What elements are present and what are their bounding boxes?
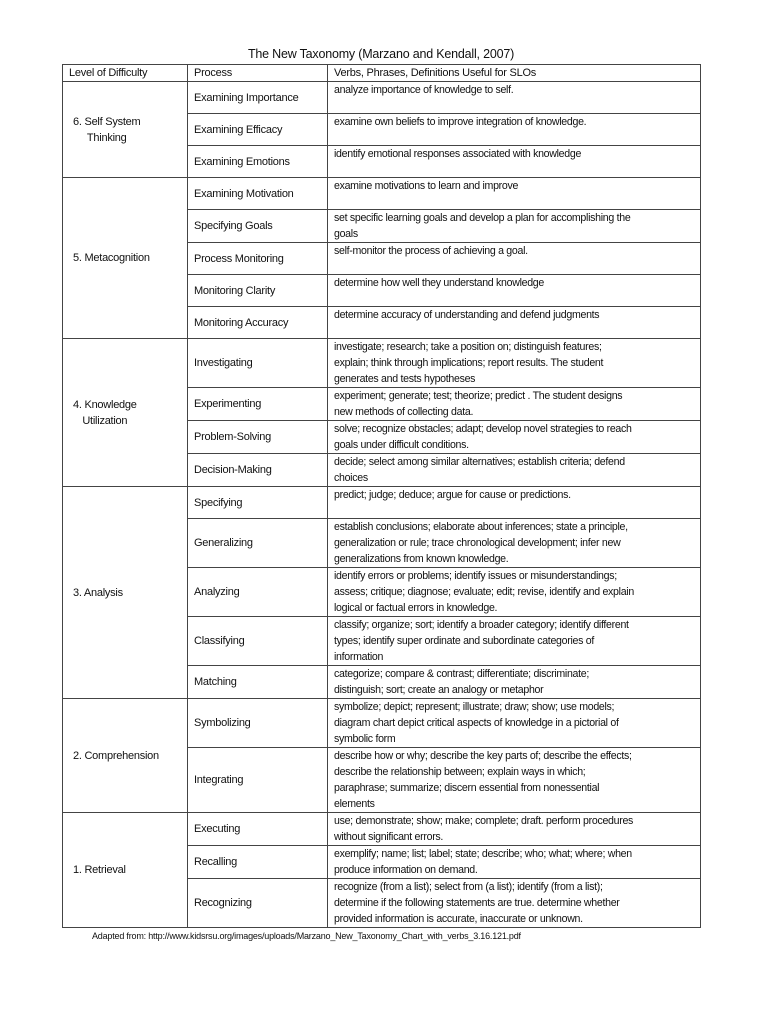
verbs-cell: analyze importance of knowledge to self. (327, 81, 701, 114)
verbs-cell: exemplify; name; list; label; state; des… (327, 845, 701, 879)
level-label: 4. Knowledge Utilization (73, 398, 137, 427)
table-row: Monitoring Clarity determine how well the… (63, 274, 701, 307)
verbs-cell: examine own beliefs to improve integrati… (327, 113, 701, 146)
verbs-cell: set specific learning goals and develop … (327, 209, 701, 243)
verbs-cell: symbolize; depict; represent; illustrate… (327, 698, 701, 748)
table-row: Examining Efficacy examine own beliefs to… (63, 113, 701, 146)
level-cell: 2. Comprehension (62, 698, 188, 813)
verbs-cell: categorize; compare & contrast; differen… (327, 665, 701, 699)
level-label: 2. Comprehension (73, 749, 159, 762)
verbs-cell: self-monitor the process of achieving a … (327, 242, 701, 275)
process-cell: Investigating (187, 338, 328, 388)
process-cell: Analyzing (187, 567, 328, 617)
verbs-cell: predict; judge; deduce; argue for cause … (327, 486, 701, 519)
process-cell: Examining Motivation (187, 177, 328, 210)
process-cell: Monitoring Accuracy (187, 306, 328, 339)
process-cell: Executing (187, 812, 328, 846)
table-row: Recognizing recognize (from a list); sele… (63, 878, 701, 928)
process-cell: Integrating (187, 747, 328, 813)
level-label: 6. Self System Thinking (73, 115, 141, 144)
table-row: Recalling exemplify; name; list; label; s… (63, 845, 701, 879)
process-cell: Specifying (187, 486, 328, 519)
table-row: 2. Comprehension Symbolizing symbolize; de… (62, 698, 701, 813)
process-cell: Matching (187, 665, 328, 699)
verbs-cell: recognize (from a list); select from (a … (327, 878, 701, 928)
table-row: 1. Retrieval Executing use; demonstrate; s… (62, 812, 701, 928)
header-process: Process (187, 64, 328, 82)
header-level: Level of Difficulty (62, 64, 188, 82)
table-row: Specifying Goals set specific learning go… (63, 209, 701, 243)
table-row: 3. Analysis Specifying predict; judge; ded… (62, 486, 701, 699)
level-cell: 6. Self System Thinking (62, 81, 188, 178)
process-cell: Specifying Goals (187, 209, 328, 243)
table-row: Matching categorize; compare & contrast; … (63, 665, 701, 699)
verbs-cell: determine how well they understand knowl… (327, 274, 701, 307)
table-row: Analyzing identify errors or problems; id… (63, 567, 701, 617)
level-cell: 5. Metacognition (62, 177, 188, 339)
table-row: Classifying classify; organize; sort; ide… (63, 616, 701, 666)
table-row: Problem-Solving solve; recognize obstacle… (63, 420, 701, 454)
table-row: Experimenting experiment; generate; test;… (63, 387, 701, 421)
process-cell: Experimenting (187, 387, 328, 421)
table-row: 6. Self System Thinking Examining Importa… (62, 81, 701, 178)
verbs-cell: identify errors or problems; identify is… (327, 567, 701, 617)
process-cell: Symbolizing (187, 698, 328, 748)
verbs-cell: solve; recognize obstacles; adapt; devel… (327, 420, 701, 454)
process-cell: Examining Importance (187, 81, 328, 114)
process-cell: Recalling (187, 845, 328, 879)
verbs-cell: classify; organize; sort; identify a bro… (327, 616, 701, 666)
verbs-cell: investigate; research; take a position o… (327, 338, 701, 388)
table-row: Monitoring Accuracy determine accuracy of… (63, 306, 701, 339)
level-label: 5. Metacognition (73, 252, 150, 264)
process-cell: Generalizing (187, 518, 328, 568)
process-cell: Monitoring Clarity (187, 274, 328, 307)
table-row: 4. Knowledge Utilization Investigating inv… (62, 338, 701, 487)
level-cell: 4. Knowledge Utilization (62, 338, 188, 487)
level-cell: 1. Retrieval (62, 812, 188, 928)
table-row: Integrating describe how or why; describe… (63, 747, 701, 813)
page-title: The New Taxonomy (Marzano and Kendall, 2… (247, 47, 515, 61)
process-cell: Problem-Solving (187, 420, 328, 454)
table-row: Process Monitoring self-monitor the proce… (63, 242, 701, 275)
process-cell: Examining Efficacy (187, 113, 328, 146)
verbs-cell: determine accuracy of understanding and … (327, 306, 701, 339)
verbs-cell: use; demonstrate; show; make; complete; … (327, 812, 701, 846)
verbs-cell: describe how or why; describe the key pa… (327, 747, 701, 813)
level-cell: 3. Analysis (62, 486, 188, 699)
header-verbs: Verbs, Phrases, Definitions Useful for S… (327, 64, 701, 82)
source-note: Adapted from: http://www.kidsrsu.org/ima… (92, 931, 521, 941)
process-cell: Classifying (187, 616, 328, 666)
table-row: Examining Emotions identify emotional res… (63, 145, 701, 178)
table-row: Generalizing establish conclusions; elabo… (63, 518, 701, 568)
table-row: Decision-Making decide; select among simi… (63, 453, 701, 487)
process-cell: Process Monitoring (187, 242, 328, 275)
table-row: 5. Metacognition Examining Motivation exam… (62, 177, 701, 339)
document: The New Taxonomy (Marzano and Kendall, 2… (62, 46, 701, 942)
taxonomy-table: Level of Difficulty Process Verbs, Phras… (62, 64, 701, 928)
level-label: 1. Retrieval (73, 864, 126, 876)
header-row: Level of Difficulty Process Verbs, Phras… (62, 64, 701, 82)
level-label: 3. Analysis (73, 586, 123, 599)
verbs-cell: identify emotional responses associated … (327, 145, 701, 178)
process-cell: Examining Emotions (187, 145, 328, 178)
verbs-cell: experiment; generate; test; theorize; pr… (327, 387, 701, 421)
verbs-cell: examine motivations to learn and improve (327, 177, 701, 210)
verbs-cell: decide; select among similar alternative… (327, 453, 701, 487)
verbs-cell: establish conclusions; elaborate about i… (327, 518, 701, 568)
process-cell: Decision-Making (187, 453, 328, 487)
process-cell: Recognizing (187, 878, 328, 928)
